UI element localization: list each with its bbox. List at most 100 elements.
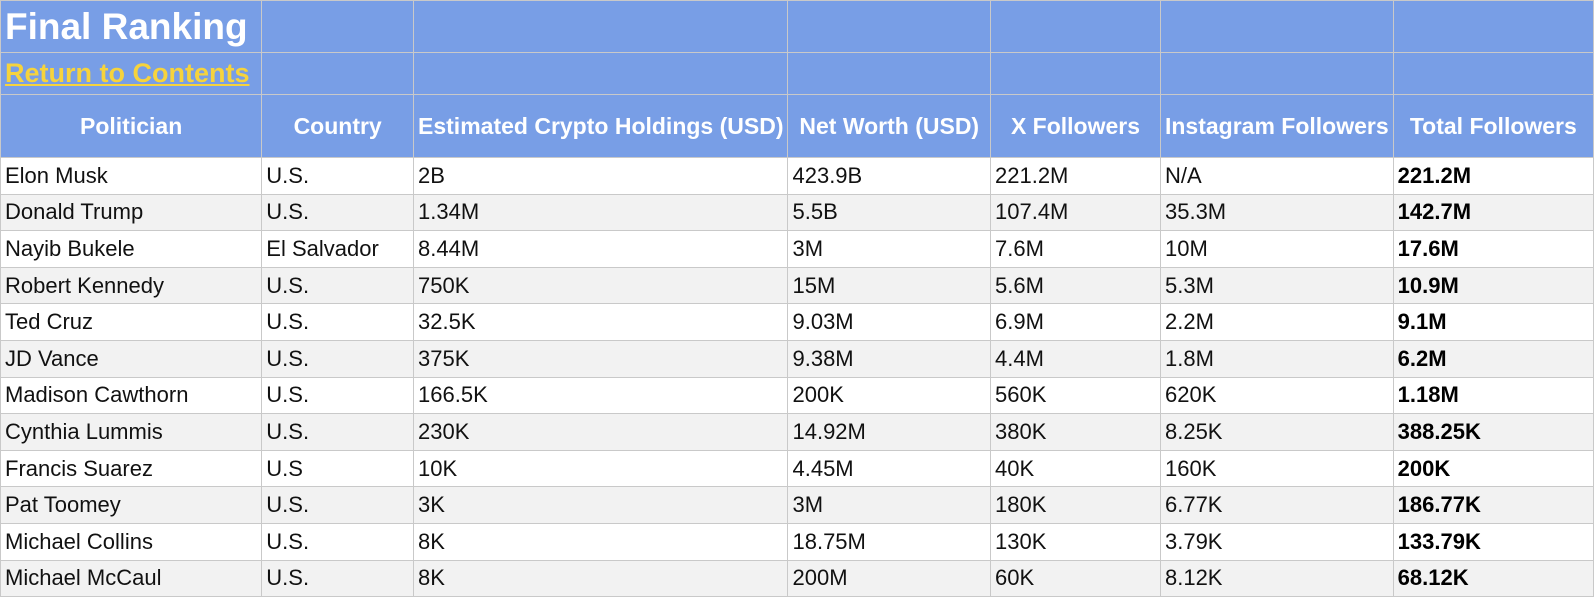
x-followers-cell[interactable]: 6.9M (990, 303, 1161, 341)
politician-cell[interactable]: Ted Cruz (0, 303, 263, 341)
column-header-x-followers[interactable]: X Followers (990, 94, 1161, 158)
net-worth-cell[interactable]: 5.5B (787, 193, 991, 232)
politician-cell[interactable]: Michael Collins (0, 522, 263, 561)
crypto-holdings-cell[interactable]: 3K (413, 486, 789, 524)
politician-cell[interactable]: JD Vance (0, 339, 263, 378)
politician-cell[interactable]: Donald Trump (0, 193, 263, 232)
instagram-followers-cell[interactable]: 8.25K (1159, 413, 1394, 451)
crypto-holdings-cell[interactable]: 32.5K (413, 303, 789, 341)
country-cell[interactable]: U.S. (261, 303, 415, 341)
total-followers-cell[interactable]: 388.25K (1392, 413, 1594, 451)
net-worth-cell[interactable]: 200M (787, 559, 991, 598)
net-worth-cell[interactable]: 9.38M (787, 339, 991, 378)
return-link-cell[interactable]: Return to Contents (0, 52, 263, 95)
country-cell[interactable]: U.S. (261, 193, 415, 232)
empty-cell[interactable] (990, 0, 1161, 53)
empty-cell[interactable] (261, 0, 415, 53)
instagram-followers-cell[interactable]: 6.77K (1159, 486, 1394, 524)
total-followers-cell[interactable]: 142.7M (1392, 193, 1594, 232)
column-header-total-followers[interactable]: Total Followers (1392, 94, 1594, 158)
x-followers-cell[interactable]: 180K (990, 486, 1161, 524)
instagram-followers-cell[interactable]: 8.12K (1159, 559, 1394, 598)
net-worth-cell[interactable]: 18.75M (787, 522, 991, 561)
net-worth-cell[interactable]: 423.9B (787, 157, 991, 195)
crypto-holdings-cell[interactable]: 230K (413, 413, 789, 451)
crypto-holdings-cell[interactable]: 1.34M (413, 193, 789, 232)
country-cell[interactable]: U.S. (261, 522, 415, 561)
total-followers-cell[interactable]: 186.77K (1392, 486, 1594, 524)
total-followers-cell[interactable]: 221.2M (1392, 157, 1594, 195)
empty-cell[interactable] (1392, 0, 1594, 53)
column-header-instagram-followers[interactable]: Instagram Followers (1159, 94, 1394, 158)
crypto-holdings-cell[interactable]: 2B (413, 157, 789, 195)
crypto-holdings-cell[interactable]: 375K (413, 339, 789, 378)
country-cell[interactable]: U.S. (261, 339, 415, 378)
country-cell[interactable]: El Salvador (261, 230, 415, 268)
x-followers-cell[interactable]: 221.2M (990, 157, 1161, 195)
country-cell[interactable]: U.S (261, 449, 415, 488)
net-worth-cell[interactable]: 3M (787, 486, 991, 524)
page-title[interactable]: Final Ranking (0, 0, 263, 53)
x-followers-cell[interactable]: 7.6M (990, 230, 1161, 268)
politician-cell[interactable]: Michael McCaul (0, 559, 263, 598)
instagram-followers-cell[interactable]: 5.3M (1159, 266, 1394, 305)
empty-cell[interactable] (1159, 0, 1394, 53)
x-followers-cell[interactable]: 107.4M (990, 193, 1161, 232)
instagram-followers-cell[interactable]: 620K (1159, 376, 1394, 415)
country-cell[interactable]: U.S. (261, 486, 415, 524)
instagram-followers-cell[interactable]: 160K (1159, 449, 1394, 488)
total-followers-cell[interactable]: 133.79K (1392, 522, 1594, 561)
column-header-politician[interactable]: Politician (0, 94, 263, 158)
crypto-holdings-cell[interactable]: 750K (413, 266, 789, 305)
crypto-holdings-cell[interactable]: 166.5K (413, 376, 789, 415)
column-header-crypto-holdings[interactable]: Estimated Crypto Holdings (USD) (413, 94, 789, 158)
country-cell[interactable]: U.S. (261, 559, 415, 598)
politician-cell[interactable]: Madison Cawthorn (0, 376, 263, 415)
country-cell[interactable]: U.S. (261, 266, 415, 305)
empty-cell[interactable] (1159, 52, 1394, 95)
empty-cell[interactable] (787, 0, 991, 53)
politician-cell[interactable]: Cynthia Lummis (0, 413, 263, 451)
crypto-holdings-cell[interactable]: 8K (413, 559, 789, 598)
politician-cell[interactable]: Robert Kennedy (0, 266, 263, 305)
net-worth-cell[interactable]: 15M (787, 266, 991, 305)
x-followers-cell[interactable]: 130K (990, 522, 1161, 561)
instagram-followers-cell[interactable]: 10M (1159, 230, 1394, 268)
x-followers-cell[interactable]: 560K (990, 376, 1161, 415)
country-cell[interactable]: U.S. (261, 413, 415, 451)
empty-cell[interactable] (1392, 52, 1594, 95)
total-followers-cell[interactable]: 10.9M (1392, 266, 1594, 305)
x-followers-cell[interactable]: 40K (990, 449, 1161, 488)
return-to-contents-link[interactable]: Return to Contents (5, 58, 250, 88)
instagram-followers-cell[interactable]: 3.79K (1159, 522, 1394, 561)
net-worth-cell[interactable]: 200K (787, 376, 991, 415)
total-followers-cell[interactable]: 9.1M (1392, 303, 1594, 341)
column-header-net-worth[interactable]: Net Worth (USD) (787, 94, 991, 158)
politician-cell[interactable]: Elon Musk (0, 157, 263, 195)
net-worth-cell[interactable]: 3M (787, 230, 991, 268)
crypto-holdings-cell[interactable]: 8.44M (413, 230, 789, 268)
crypto-holdings-cell[interactable]: 8K (413, 522, 789, 561)
instagram-followers-cell[interactable]: 2.2M (1159, 303, 1394, 341)
x-followers-cell[interactable]: 60K (990, 559, 1161, 598)
net-worth-cell[interactable]: 9.03M (787, 303, 991, 341)
country-cell[interactable]: U.S. (261, 157, 415, 195)
empty-cell[interactable] (413, 52, 789, 95)
total-followers-cell[interactable]: 6.2M (1392, 339, 1594, 378)
empty-cell[interactable] (261, 52, 415, 95)
empty-cell[interactable] (787, 52, 991, 95)
column-header-country[interactable]: Country (261, 94, 415, 158)
instagram-followers-cell[interactable]: 35.3M (1159, 193, 1394, 232)
politician-cell[interactable]: Pat Toomey (0, 486, 263, 524)
total-followers-cell[interactable]: 1.18M (1392, 376, 1594, 415)
total-followers-cell[interactable]: 17.6M (1392, 230, 1594, 268)
net-worth-cell[interactable]: 4.45M (787, 449, 991, 488)
country-cell[interactable]: U.S. (261, 376, 415, 415)
politician-cell[interactable]: Nayib Bukele (0, 230, 263, 268)
x-followers-cell[interactable]: 380K (990, 413, 1161, 451)
politician-cell[interactable]: Francis Suarez (0, 449, 263, 488)
crypto-holdings-cell[interactable]: 10K (413, 449, 789, 488)
instagram-followers-cell[interactable]: 1.8M (1159, 339, 1394, 378)
x-followers-cell[interactable]: 4.4M (990, 339, 1161, 378)
total-followers-cell[interactable]: 200K (1392, 449, 1594, 488)
